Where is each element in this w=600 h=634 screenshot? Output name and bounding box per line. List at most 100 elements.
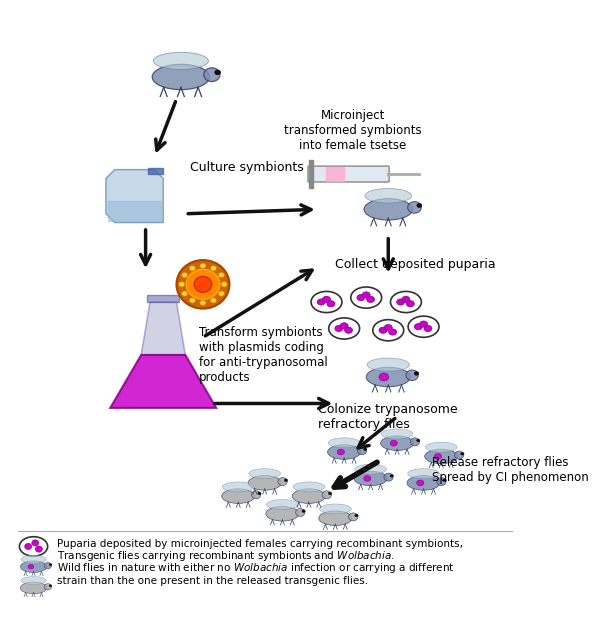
- Ellipse shape: [390, 474, 394, 477]
- Ellipse shape: [328, 438, 360, 448]
- Ellipse shape: [364, 198, 413, 220]
- Ellipse shape: [340, 323, 348, 329]
- Ellipse shape: [335, 325, 343, 332]
- Ellipse shape: [223, 482, 254, 492]
- Ellipse shape: [425, 449, 458, 463]
- Text: Collect deposited puparia: Collect deposited puparia: [335, 258, 496, 271]
- Text: Microinject
transformed symbionts
into female tsetse: Microinject transformed symbionts into f…: [284, 109, 422, 152]
- Ellipse shape: [407, 202, 421, 213]
- Ellipse shape: [302, 510, 305, 512]
- Ellipse shape: [379, 327, 387, 333]
- Ellipse shape: [200, 263, 206, 268]
- Ellipse shape: [266, 507, 299, 521]
- Polygon shape: [110, 355, 216, 408]
- Ellipse shape: [351, 287, 382, 308]
- Ellipse shape: [357, 295, 365, 301]
- Text: Transform symbionts
with plasmids coding
for anti-trypanosomal
products: Transform symbionts with plasmids coding…: [199, 326, 327, 384]
- Ellipse shape: [362, 292, 370, 298]
- Ellipse shape: [408, 316, 439, 337]
- Ellipse shape: [402, 296, 410, 302]
- Ellipse shape: [249, 469, 281, 479]
- Ellipse shape: [407, 469, 439, 479]
- Ellipse shape: [218, 273, 224, 278]
- Ellipse shape: [293, 482, 325, 492]
- Ellipse shape: [35, 546, 43, 552]
- Ellipse shape: [384, 473, 393, 481]
- Ellipse shape: [424, 325, 432, 332]
- Polygon shape: [326, 167, 344, 181]
- Ellipse shape: [319, 511, 352, 526]
- Ellipse shape: [364, 476, 371, 481]
- Ellipse shape: [344, 327, 353, 333]
- Ellipse shape: [154, 53, 208, 70]
- Ellipse shape: [28, 564, 34, 569]
- Ellipse shape: [358, 447, 367, 455]
- Polygon shape: [309, 160, 313, 188]
- Ellipse shape: [373, 320, 404, 341]
- Ellipse shape: [215, 70, 220, 75]
- Text: Colonize trypanosome
refractory flies: Colonize trypanosome refractory flies: [317, 403, 457, 432]
- Ellipse shape: [407, 476, 440, 490]
- Ellipse shape: [337, 449, 344, 455]
- Ellipse shape: [323, 296, 331, 302]
- Ellipse shape: [44, 584, 52, 590]
- Polygon shape: [141, 302, 185, 355]
- Ellipse shape: [211, 298, 217, 303]
- Ellipse shape: [367, 296, 374, 302]
- Ellipse shape: [266, 500, 298, 510]
- Ellipse shape: [416, 439, 420, 442]
- Ellipse shape: [296, 508, 305, 517]
- Ellipse shape: [390, 440, 397, 446]
- Ellipse shape: [461, 453, 464, 455]
- Ellipse shape: [152, 65, 209, 89]
- Ellipse shape: [410, 438, 419, 446]
- Ellipse shape: [365, 188, 412, 203]
- Ellipse shape: [19, 537, 47, 556]
- Ellipse shape: [406, 301, 414, 307]
- FancyBboxPatch shape: [308, 166, 389, 182]
- Polygon shape: [107, 200, 161, 221]
- Text: Release refractory flies
Spread by CI phenomenon: Release refractory flies Spread by CI ph…: [433, 456, 589, 484]
- Polygon shape: [148, 295, 179, 302]
- Ellipse shape: [278, 477, 287, 486]
- Ellipse shape: [258, 492, 261, 495]
- Ellipse shape: [20, 582, 47, 593]
- Ellipse shape: [406, 370, 418, 380]
- Ellipse shape: [200, 301, 206, 306]
- Ellipse shape: [251, 491, 261, 499]
- Ellipse shape: [176, 260, 229, 309]
- Ellipse shape: [329, 318, 359, 339]
- Ellipse shape: [434, 453, 442, 460]
- Ellipse shape: [211, 266, 217, 271]
- Ellipse shape: [414, 323, 422, 330]
- Ellipse shape: [179, 281, 185, 287]
- Ellipse shape: [248, 476, 281, 490]
- Ellipse shape: [349, 513, 358, 521]
- Ellipse shape: [292, 489, 325, 503]
- Ellipse shape: [416, 480, 424, 486]
- Ellipse shape: [355, 514, 358, 517]
- Ellipse shape: [311, 292, 342, 313]
- Ellipse shape: [317, 299, 325, 305]
- Ellipse shape: [354, 471, 387, 486]
- Ellipse shape: [364, 448, 367, 451]
- Ellipse shape: [182, 273, 188, 278]
- Ellipse shape: [21, 576, 46, 585]
- Ellipse shape: [397, 299, 404, 305]
- Ellipse shape: [414, 372, 419, 375]
- Ellipse shape: [49, 564, 52, 566]
- Ellipse shape: [221, 281, 227, 287]
- Ellipse shape: [328, 492, 332, 495]
- Ellipse shape: [327, 301, 335, 307]
- Ellipse shape: [32, 540, 39, 546]
- Text: Transgenic flies carrying recombinant symbionts and $\it{Wolbachia}$.: Transgenic flies carrying recombinant sy…: [58, 549, 395, 563]
- Ellipse shape: [384, 325, 392, 331]
- Ellipse shape: [454, 451, 464, 459]
- Ellipse shape: [366, 367, 410, 387]
- Ellipse shape: [419, 321, 428, 327]
- Ellipse shape: [204, 68, 220, 82]
- Text: Wild flies in nature with either no $\it{Wolbachia}$ infection or carrying a dif: Wild flies in nature with either no $\it…: [58, 562, 455, 576]
- Ellipse shape: [381, 429, 413, 439]
- Ellipse shape: [49, 585, 52, 587]
- Ellipse shape: [25, 543, 32, 550]
